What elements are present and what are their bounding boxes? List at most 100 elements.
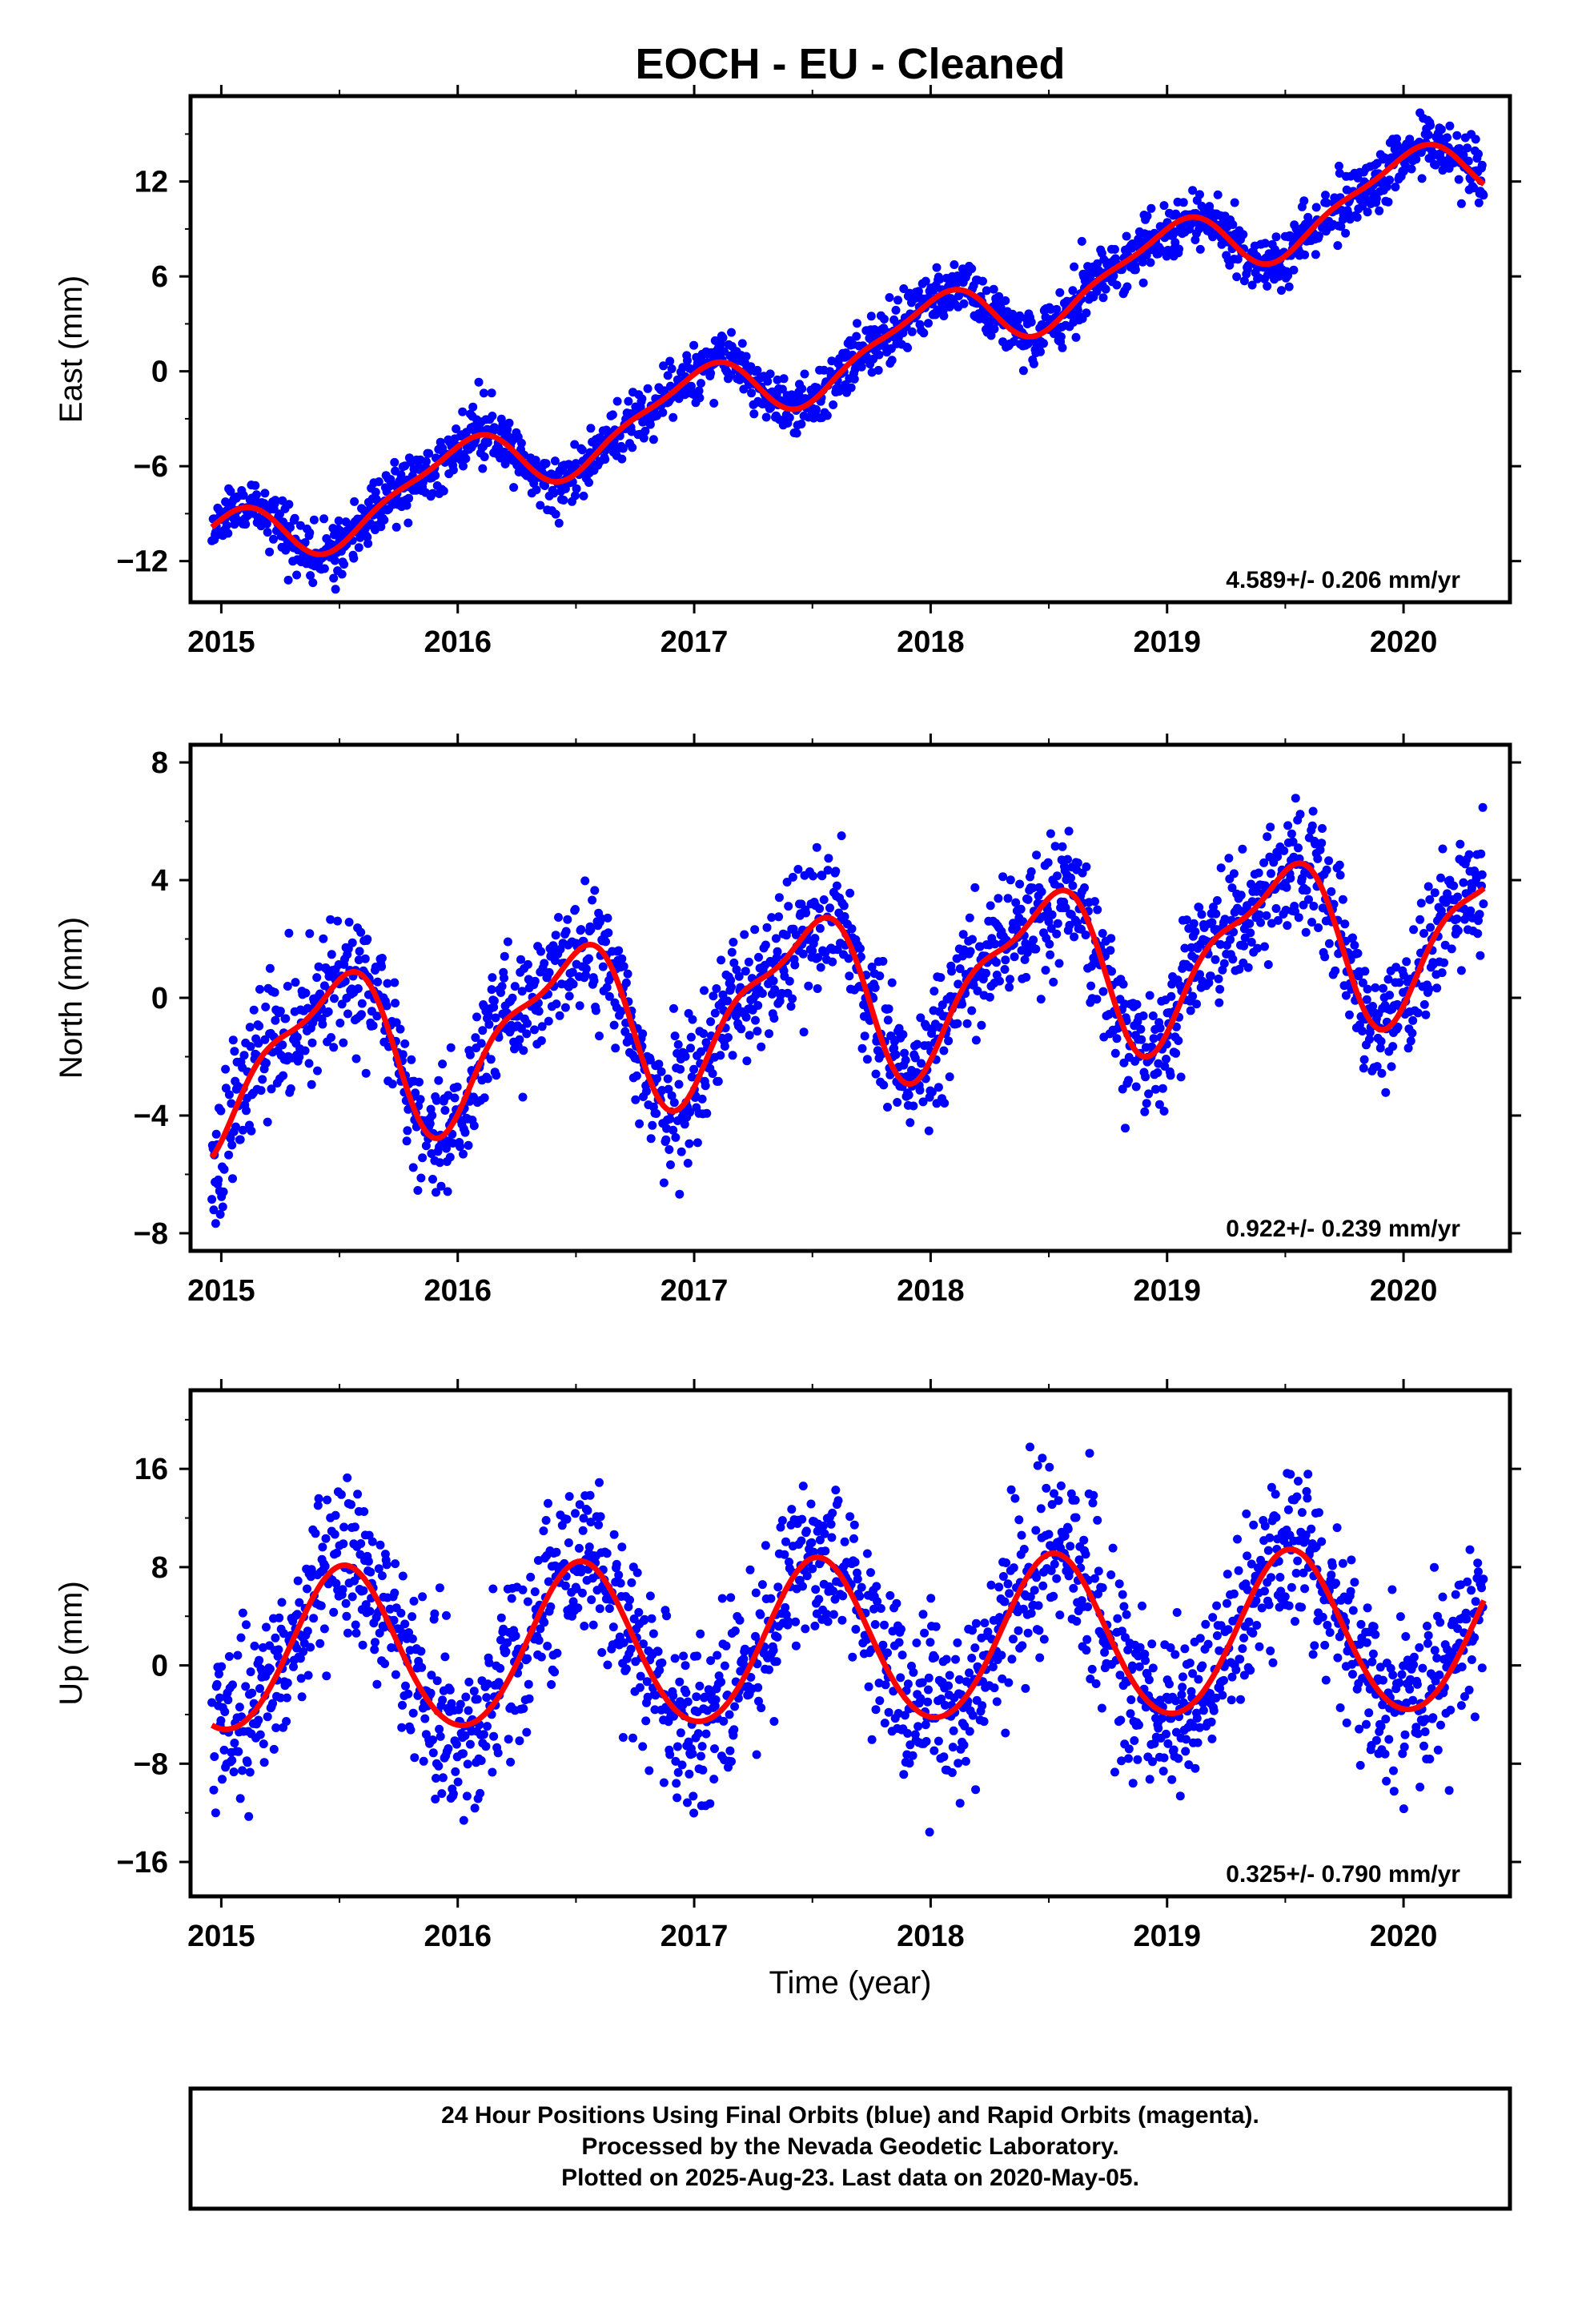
up-data-point — [813, 1526, 822, 1536]
north-data-point — [716, 1051, 725, 1060]
north-data-point — [953, 1019, 962, 1028]
up-data-point — [408, 1612, 417, 1622]
east-data-point — [1383, 197, 1393, 207]
up-data-point — [1034, 1626, 1044, 1635]
up-data-point — [994, 1582, 1004, 1592]
east-frame — [188, 94, 1512, 605]
east-data-point — [428, 489, 437, 498]
north-data-point — [674, 1080, 684, 1089]
north-data-point — [489, 996, 499, 1006]
north-data-point — [702, 1108, 712, 1118]
up-data-point — [289, 1662, 298, 1671]
up-data-point — [954, 1759, 963, 1768]
up-data-point — [1093, 1515, 1102, 1525]
north-data-point — [382, 1001, 391, 1011]
east-data-point — [959, 299, 969, 308]
north-data-point — [727, 947, 737, 957]
north-data-point — [718, 990, 728, 999]
east-data-point — [329, 573, 339, 583]
up-data-point — [472, 1695, 482, 1704]
up-data-point — [530, 1587, 540, 1597]
up-data-point — [926, 1638, 935, 1647]
east-data-point — [1239, 276, 1249, 286]
up-data-point — [564, 1492, 574, 1502]
east-data-point — [1233, 255, 1243, 264]
east-data-point — [726, 370, 736, 380]
north-data-point — [1291, 794, 1300, 803]
up-data-point — [705, 1799, 715, 1808]
east-data-point — [792, 428, 801, 438]
east-data-point — [1130, 265, 1140, 275]
north-data-point — [284, 928, 294, 938]
north-data-point — [1295, 810, 1305, 819]
north-data-point — [1216, 863, 1226, 873]
north-data-point — [304, 1059, 314, 1068]
east-data-point — [260, 489, 270, 498]
east-data-point — [1001, 296, 1010, 305]
up-data-point — [396, 1608, 406, 1618]
north-data-point — [1313, 854, 1323, 863]
east-data-point — [536, 501, 545, 510]
east-data-point — [461, 454, 471, 464]
east-data-point — [281, 545, 291, 555]
north-data-point — [1214, 974, 1223, 983]
up-data-point — [947, 1768, 957, 1777]
north-data-point — [673, 1039, 683, 1049]
north-data-point — [754, 952, 763, 962]
north-data-point — [604, 991, 614, 1001]
up-data-point — [216, 1716, 226, 1725]
up-data-point — [488, 1767, 497, 1777]
east-data-point — [283, 575, 293, 585]
north-data-point — [1032, 850, 1042, 860]
east-data-point — [379, 515, 389, 525]
east-data-point — [363, 539, 373, 549]
north-data-point — [402, 1136, 412, 1146]
up-data-point — [693, 1729, 703, 1739]
up-data-point — [719, 1716, 729, 1726]
east-data-point — [1058, 343, 1067, 352]
up-data-point — [689, 1791, 698, 1801]
east-data-point — [1036, 347, 1045, 356]
north-data-point — [281, 1014, 291, 1023]
up-data-point — [1072, 1617, 1082, 1626]
up-data-point — [1060, 1531, 1070, 1541]
east-data-point — [239, 491, 248, 500]
north-data-point — [686, 1043, 695, 1053]
up-data-point — [647, 1614, 656, 1623]
north-data-point — [729, 938, 738, 947]
east-data-point — [939, 312, 949, 320]
north-data-point — [500, 951, 509, 961]
east-x-tick-label: 2017 — [661, 625, 729, 659]
north-data-point — [1331, 966, 1340, 975]
north-data-point — [785, 976, 794, 986]
north-data-point — [1309, 902, 1319, 911]
east-data-point — [749, 409, 759, 419]
up-data-point — [420, 1714, 430, 1723]
north-data-point — [603, 913, 612, 923]
east-data-point — [846, 383, 856, 392]
east-data-point — [1178, 198, 1188, 207]
north-data-point — [1245, 919, 1255, 928]
up-data-point — [268, 1699, 278, 1708]
north-data-point — [1359, 1063, 1368, 1073]
north-data-point — [1239, 941, 1249, 951]
east-data-point — [339, 560, 349, 569]
east-data-point — [873, 365, 883, 375]
north-data-point — [1086, 981, 1096, 991]
up-data-point — [448, 1789, 458, 1799]
north-data-point — [1050, 842, 1060, 851]
east-data-point — [319, 514, 329, 524]
north-data-point — [767, 913, 777, 923]
north-data-point — [793, 865, 803, 874]
east-data-point — [747, 388, 757, 398]
up-data-point — [398, 1700, 407, 1710]
up-data-point — [397, 1723, 407, 1732]
up-data-point — [259, 1739, 268, 1749]
north-data-point — [904, 1090, 913, 1100]
up-data-point — [930, 1746, 939, 1755]
up-data-point — [930, 1653, 940, 1663]
north-data-point — [990, 939, 1000, 949]
up-data-point — [292, 1643, 302, 1653]
east-data-point — [1082, 308, 1091, 318]
up-data-point — [523, 1654, 532, 1663]
